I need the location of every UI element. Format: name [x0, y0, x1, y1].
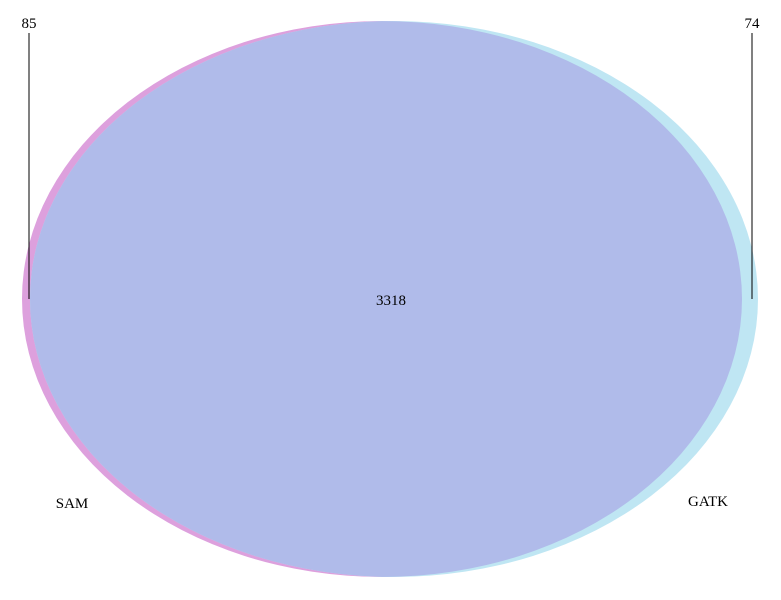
count-gatk-only: 74 [745, 16, 761, 32]
count-both: 3318 [376, 293, 406, 309]
count-sam-only: 85 [22, 16, 37, 32]
set-label-sam: SAM [56, 496, 89, 512]
set-label-gatk: GATK [688, 494, 728, 510]
set-overlap-region [30, 21, 742, 577]
